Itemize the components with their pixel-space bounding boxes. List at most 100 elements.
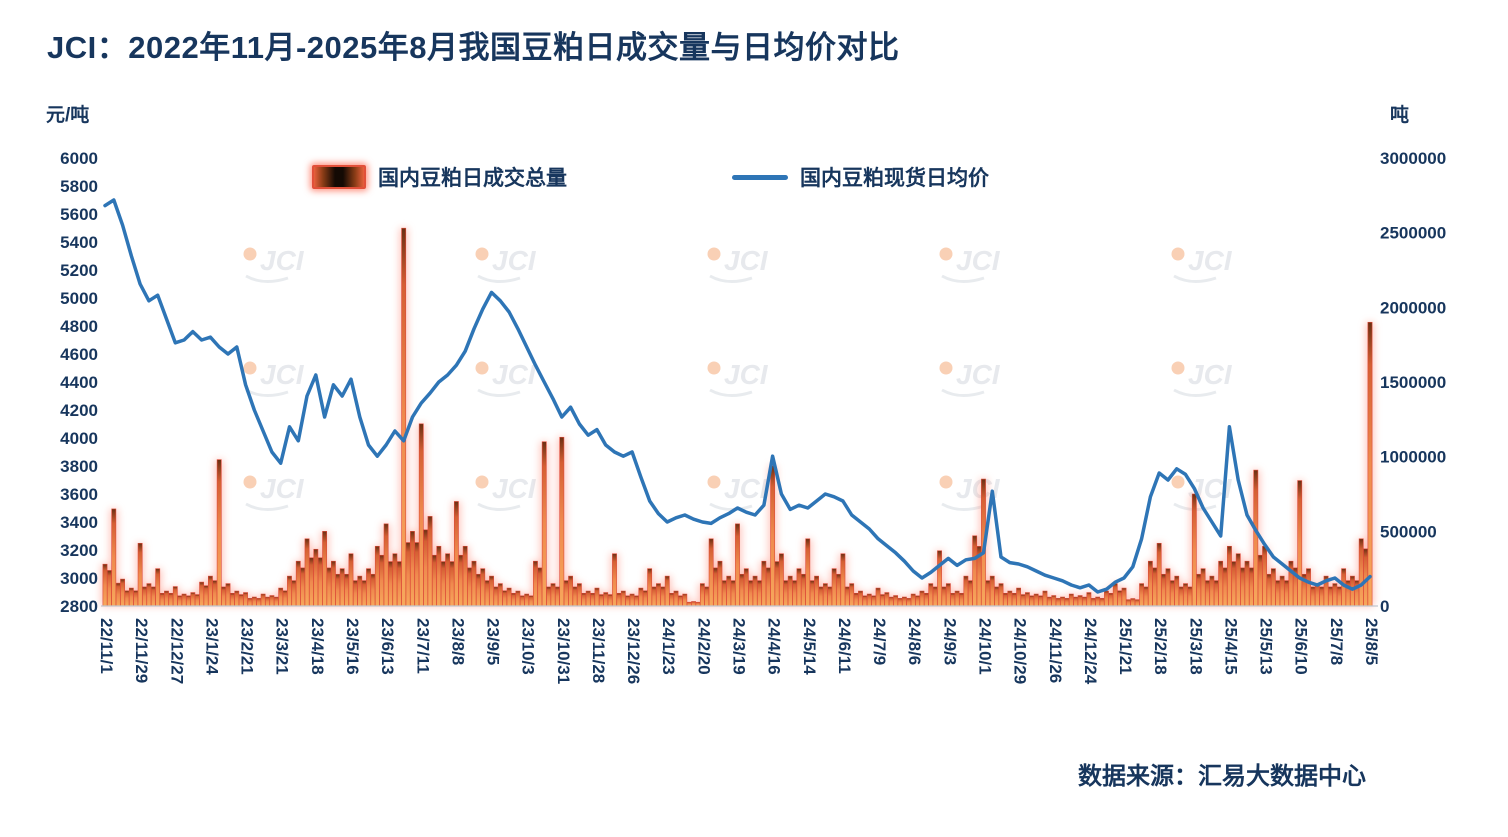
svg-text:4000: 4000 <box>60 429 98 448</box>
price-line-series <box>103 198 1372 594</box>
svg-text:23/11/28: 23/11/28 <box>589 618 608 683</box>
svg-text:25/8/5: 25/8/5 <box>1362 618 1381 665</box>
svg-text:1500000: 1500000 <box>1380 373 1446 392</box>
watermark-dot-icon <box>939 247 953 261</box>
legend-entry-volume: 国内豆粕日成交总量 <box>312 162 567 192</box>
svg-text:5000: 5000 <box>60 289 98 308</box>
svg-text:25/3/18: 25/3/18 <box>1186 618 1205 675</box>
watermark-dot-icon <box>1171 247 1185 261</box>
watermark-text: JCI <box>1188 245 1233 276</box>
watermark-dot-icon <box>1171 361 1185 375</box>
svg-text:24/5/14: 24/5/14 <box>800 618 819 675</box>
watermark-text: JCI <box>724 359 769 390</box>
svg-text:4600: 4600 <box>60 345 98 364</box>
volume-bars-series <box>102 227 1373 607</box>
svg-text:5200: 5200 <box>60 261 98 280</box>
watermark-text: JCI <box>492 245 537 276</box>
volume-bar-swatch-icon <box>312 165 366 189</box>
svg-text:25/4/15: 25/4/15 <box>1221 618 1240 675</box>
watermark-text: JCI <box>956 359 1001 390</box>
svg-text:23/12/26: 23/12/26 <box>624 618 643 684</box>
watermark-dot-icon <box>243 475 257 489</box>
svg-text:3000000: 3000000 <box>1380 149 1446 168</box>
legend-label-price: 国内豆粕现货日均价 <box>800 167 989 190</box>
svg-text:22/11/1: 22/11/1 <box>97 618 116 674</box>
watermark-dot-icon <box>939 361 953 375</box>
legend-label-volume: 国内豆粕日成交总量 <box>378 167 567 190</box>
svg-text:2000000: 2000000 <box>1380 298 1446 317</box>
svg-text:24/1/23: 24/1/23 <box>659 618 678 675</box>
watermark-text: JCI <box>956 245 1001 276</box>
svg-text:23/7/11: 23/7/11 <box>413 618 432 674</box>
svg-text:23/4/18: 23/4/18 <box>308 618 327 675</box>
right-axis-unit-label: 吨 <box>1390 105 1410 126</box>
left-axis-unit-label: 元/吨 <box>46 105 90 126</box>
svg-text:25/2/18: 25/2/18 <box>1151 618 1170 675</box>
svg-text:24/8/6: 24/8/6 <box>905 618 924 665</box>
price-line-swatch-icon <box>732 174 788 180</box>
legend-entry-price: 国内豆粕现货日均价 <box>732 162 989 192</box>
svg-text:23/6/13: 23/6/13 <box>378 618 397 675</box>
svg-text:3800: 3800 <box>60 457 98 476</box>
svg-text:0: 0 <box>1380 597 1389 616</box>
chart-title: JCI：2022年11月-2025年8月我国豆粕日成交量与日均价对比 <box>47 30 900 65</box>
watermark-text: JCI <box>724 245 769 276</box>
svg-text:23/10/31: 23/10/31 <box>554 618 573 684</box>
svg-text:22/11/29: 22/11/29 <box>132 618 151 683</box>
svg-text:3400: 3400 <box>60 513 98 532</box>
watermark-dot-icon <box>707 247 721 261</box>
watermark-text: JCI <box>260 359 305 390</box>
watermark-dot-icon <box>475 247 489 261</box>
watermark-text: JCI <box>492 473 537 504</box>
svg-text:24/3/19: 24/3/19 <box>730 618 749 675</box>
svg-text:24/11/26: 24/11/26 <box>1046 618 1065 683</box>
svg-text:24/9/3: 24/9/3 <box>940 618 959 665</box>
watermark-dot-icon <box>475 475 489 489</box>
svg-text:500000: 500000 <box>1380 522 1437 541</box>
svg-text:24/7/9: 24/7/9 <box>870 618 889 665</box>
watermark-text: JCI <box>492 359 537 390</box>
svg-text:6000: 6000 <box>60 149 98 168</box>
svg-text:23/1/24: 23/1/24 <box>202 618 221 675</box>
watermark-dot-icon <box>939 475 953 489</box>
svg-text:3600: 3600 <box>60 485 98 504</box>
svg-text:5600: 5600 <box>60 205 98 224</box>
svg-text:22/12/27: 22/12/27 <box>167 618 186 684</box>
svg-text:4400: 4400 <box>60 373 98 392</box>
svg-text:24/10/29: 24/10/29 <box>1011 618 1030 684</box>
svg-text:25/1/21: 25/1/21 <box>1116 618 1135 675</box>
svg-text:23/5/16: 23/5/16 <box>343 618 362 675</box>
data-source-note: 数据来源：汇易大数据中心 <box>1078 763 1366 790</box>
svg-text:25/6/10: 25/6/10 <box>1292 618 1311 675</box>
watermark-text: JCI <box>724 473 769 504</box>
watermark-text: JCI <box>260 245 305 276</box>
svg-text:5800: 5800 <box>60 177 98 196</box>
watermark-dot-icon <box>707 475 721 489</box>
svg-text:24/6/11: 24/6/11 <box>835 618 854 674</box>
svg-text:23/2/21: 23/2/21 <box>238 618 257 675</box>
watermark-text: JCI <box>1188 359 1233 390</box>
svg-text:3200: 3200 <box>60 541 98 560</box>
svg-text:25/7/8: 25/7/8 <box>1327 618 1346 665</box>
watermark-dot-icon <box>1171 475 1185 489</box>
svg-text:24/4/16: 24/4/16 <box>765 618 784 675</box>
svg-text:1000000: 1000000 <box>1380 448 1446 467</box>
watermark-dot-icon <box>707 361 721 375</box>
svg-text:23/8/8: 23/8/8 <box>448 618 467 665</box>
svg-text:23/9/5: 23/9/5 <box>484 618 503 665</box>
watermark-text: JCI <box>260 473 305 504</box>
svg-text:4200: 4200 <box>60 401 98 420</box>
svg-text:2500000: 2500000 <box>1380 224 1446 243</box>
svg-text:25/5/13: 25/5/13 <box>1257 618 1276 675</box>
watermark-dot-icon <box>243 247 257 261</box>
svg-text:24/12/24: 24/12/24 <box>1081 618 1100 685</box>
watermark-dot-icon <box>243 361 257 375</box>
svg-text:24/2/20: 24/2/20 <box>694 618 713 675</box>
right-axis-tick-labels: 0 500000 1000000 1500000 2000000 2500000 30000… <box>1380 149 1446 616</box>
svg-text:5400: 5400 <box>60 233 98 252</box>
svg-text:23/10/3: 23/10/3 <box>519 618 538 675</box>
svg-text:4800: 4800 <box>60 317 98 336</box>
